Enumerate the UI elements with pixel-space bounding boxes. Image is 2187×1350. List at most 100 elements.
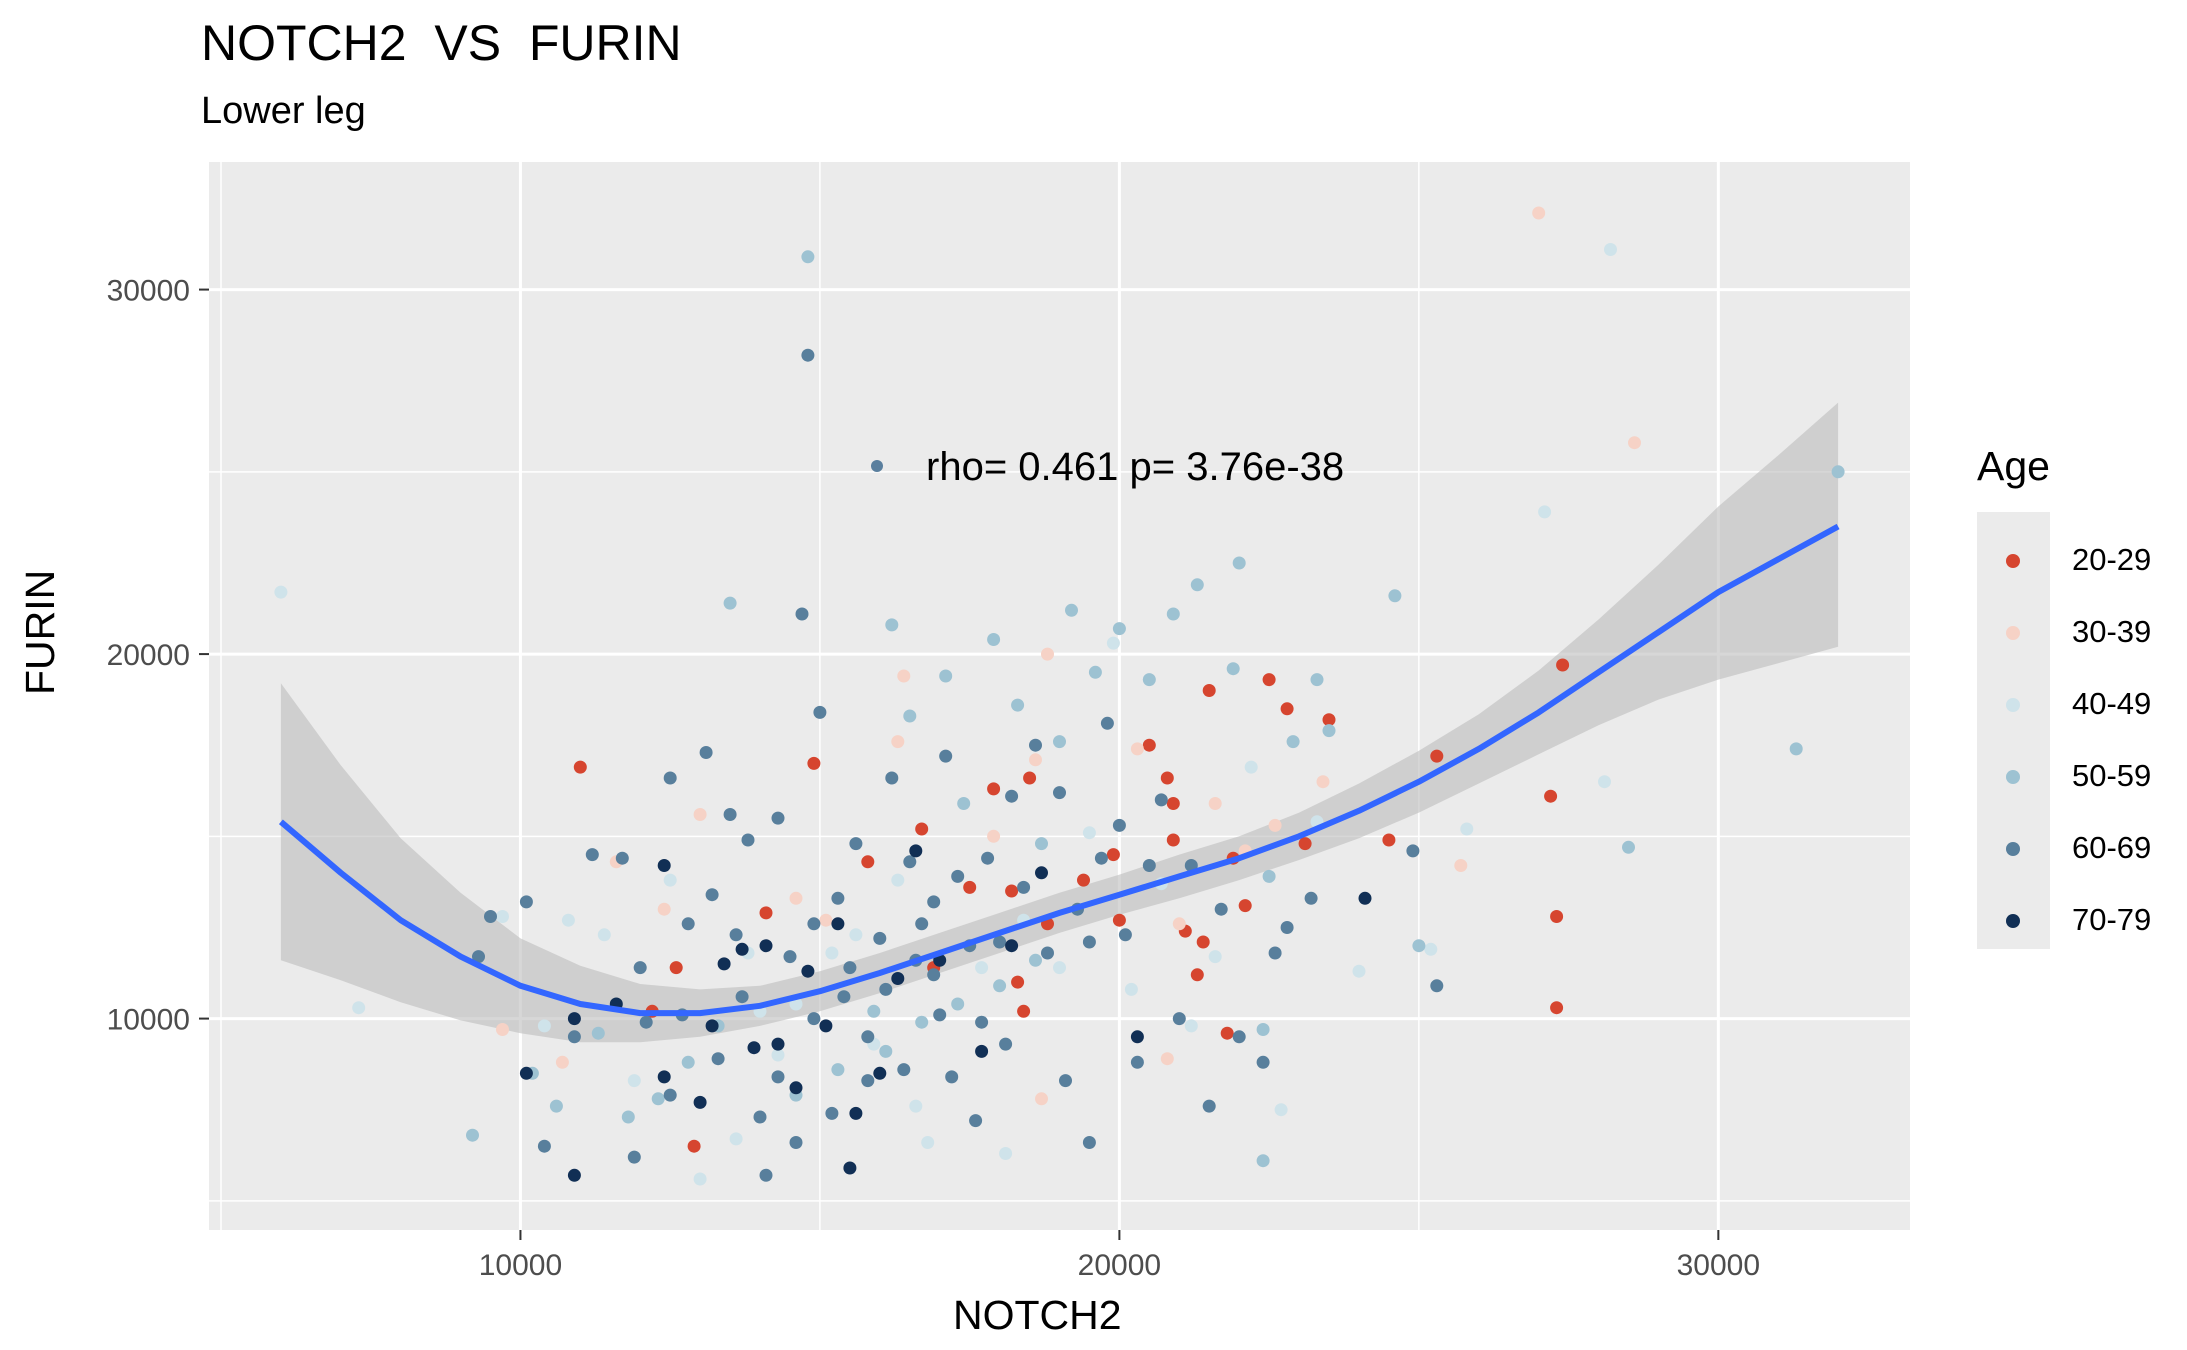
data-point xyxy=(1029,953,1042,967)
data-point xyxy=(879,982,893,996)
data-point xyxy=(1005,884,1019,898)
data-point xyxy=(1550,910,1564,923)
data-point xyxy=(1011,975,1025,989)
data-point xyxy=(1454,859,1468,872)
legend-key-dot xyxy=(2006,626,2020,640)
data-point xyxy=(999,1037,1013,1051)
data-point xyxy=(1382,833,1396,847)
data-point xyxy=(1172,917,1186,931)
data-point xyxy=(789,891,803,905)
data-point xyxy=(927,968,941,982)
data-point xyxy=(819,1019,833,1033)
data-point xyxy=(1316,775,1330,789)
data-point xyxy=(1831,465,1845,479)
data-point xyxy=(1256,1023,1270,1036)
data-point xyxy=(1598,775,1611,789)
data-point xyxy=(1238,899,1252,913)
data-point xyxy=(1202,1099,1216,1113)
legend-item: 70-79 xyxy=(1977,892,2177,952)
data-point xyxy=(1544,789,1558,803)
data-point xyxy=(651,1092,665,1106)
data-point xyxy=(657,1070,671,1084)
data-points xyxy=(274,206,1845,1186)
data-point xyxy=(987,829,1001,843)
x-axis-title: NOTCH2 xyxy=(953,1292,1122,1338)
data-point xyxy=(807,1012,821,1026)
data-point xyxy=(825,946,839,960)
data-point xyxy=(1532,206,1546,220)
data-point xyxy=(663,873,677,887)
data-point xyxy=(789,1136,803,1149)
legend-label: 70-79 xyxy=(2072,902,2152,937)
data-point xyxy=(771,811,785,825)
legend-item: 50-59 xyxy=(1977,748,2177,808)
data-point xyxy=(783,950,797,964)
data-point xyxy=(963,880,977,894)
data-point xyxy=(1100,716,1114,730)
data-point xyxy=(915,1015,929,1029)
data-point xyxy=(933,1008,947,1022)
data-point xyxy=(1550,1001,1564,1015)
data-point xyxy=(975,961,989,975)
data-point xyxy=(957,797,971,810)
data-point xyxy=(1011,698,1025,712)
data-point xyxy=(819,913,833,927)
data-point xyxy=(1388,589,1402,603)
data-point xyxy=(555,1055,569,1069)
data-point xyxy=(999,1147,1013,1160)
data-point xyxy=(903,855,917,869)
data-point xyxy=(1106,848,1120,862)
correlation-annotation: rho= 0.461 p= 3.76e-38 xyxy=(871,445,1344,489)
data-point xyxy=(789,1081,803,1095)
data-point xyxy=(717,957,731,971)
data-point xyxy=(1112,913,1126,927)
x-tick-label: 10000 xyxy=(479,1249,562,1282)
data-point xyxy=(903,709,917,723)
data-point xyxy=(1268,946,1282,960)
data-point xyxy=(927,895,941,909)
data-point xyxy=(723,596,737,610)
data-point xyxy=(1190,968,1204,982)
data-point xyxy=(891,972,905,985)
data-point xyxy=(939,749,953,763)
data-point xyxy=(519,1066,533,1080)
data-point xyxy=(741,833,755,847)
legend-label: 50-59 xyxy=(2072,758,2152,793)
data-point xyxy=(1304,891,1318,905)
data-point xyxy=(969,1114,983,1128)
y-tick-label: 20000 xyxy=(107,639,190,672)
data-point xyxy=(759,939,773,953)
legend-label: 20-29 xyxy=(2072,542,2152,577)
data-point xyxy=(1604,243,1617,256)
data-point xyxy=(1035,1092,1048,1106)
data-point xyxy=(1622,840,1635,854)
data-point xyxy=(537,1139,551,1153)
data-point xyxy=(915,822,929,836)
data-point xyxy=(591,1026,605,1040)
data-point xyxy=(747,1041,761,1055)
data-point xyxy=(1124,982,1138,996)
data-point xyxy=(1035,837,1048,851)
data-point xyxy=(1232,556,1246,570)
data-point xyxy=(681,917,695,931)
data-point xyxy=(699,746,713,759)
data-point xyxy=(621,1110,635,1124)
data-point xyxy=(615,851,629,865)
data-point xyxy=(891,735,905,749)
data-point xyxy=(1017,1004,1031,1018)
data-point xyxy=(951,997,965,1011)
data-point xyxy=(1029,753,1042,767)
data-point xyxy=(1628,436,1641,450)
data-point xyxy=(1322,713,1336,727)
data-point xyxy=(1214,902,1228,916)
data-point xyxy=(771,1070,785,1084)
data-point xyxy=(1262,869,1276,883)
legend: 20-29 30-39 40-49 50-59 60-69 70-79 xyxy=(1977,512,2151,949)
data-point xyxy=(1082,935,1096,949)
data-point xyxy=(466,1128,479,1142)
data-point xyxy=(759,906,773,920)
data-point xyxy=(849,837,863,851)
data-point xyxy=(837,990,851,1004)
data-point xyxy=(567,1012,581,1026)
